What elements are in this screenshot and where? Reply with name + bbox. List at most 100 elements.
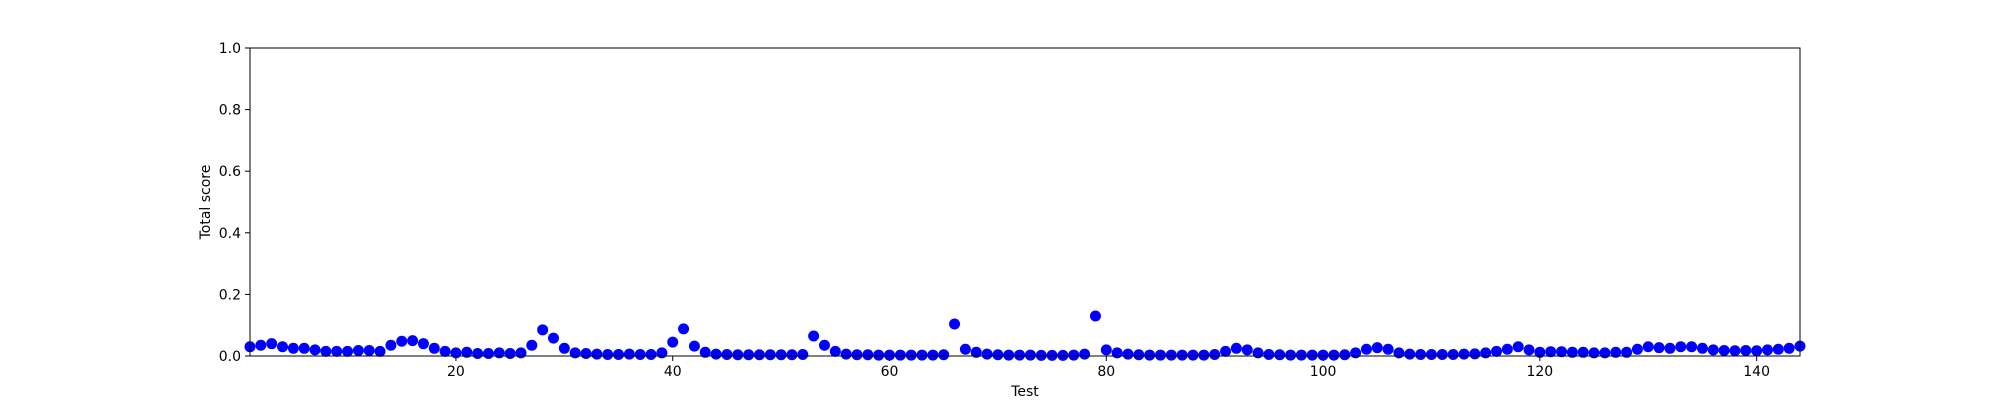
data-point (732, 349, 744, 361)
data-point (905, 349, 917, 361)
data-point (1718, 344, 1730, 356)
data-point (1046, 349, 1058, 361)
data-point (1198, 349, 1210, 361)
data-point (526, 339, 538, 351)
data-point (1447, 348, 1459, 360)
data-point (1317, 349, 1329, 361)
data-point (1599, 347, 1611, 359)
y-axis: 0.0 0.2 0.4 0.6 0.8 1.0 (219, 41, 250, 365)
data-point (417, 338, 429, 350)
x-tick-label: 60 (881, 364, 899, 380)
data-point (634, 348, 646, 360)
x-tick-label: 80 (1097, 364, 1115, 380)
data-point (1425, 348, 1437, 360)
y-tick-label: 0.2 (219, 287, 241, 303)
data-point (493, 347, 505, 359)
data-point (645, 348, 657, 360)
data-point (428, 342, 440, 354)
data-point (602, 348, 614, 360)
data-point (1220, 345, 1232, 357)
data-points (244, 310, 1806, 361)
data-point (1458, 348, 1470, 360)
data-point (320, 345, 332, 357)
data-point (1360, 343, 1372, 355)
data-point (764, 349, 776, 361)
y-tick-label: 1.0 (219, 41, 241, 57)
data-point (667, 336, 679, 348)
data-point (1209, 348, 1221, 360)
data-point (1707, 344, 1719, 356)
data-point (439, 345, 451, 357)
data-point (1761, 344, 1773, 356)
data-point (1501, 343, 1513, 355)
data-point (1035, 349, 1047, 361)
data-point (938, 349, 950, 361)
data-point (721, 348, 733, 360)
data-point (1014, 349, 1026, 361)
data-point (558, 342, 570, 354)
data-point (1133, 349, 1145, 361)
data-point (1577, 346, 1589, 358)
data-point (1696, 342, 1708, 354)
data-point (808, 330, 820, 342)
data-point (1339, 349, 1351, 361)
data-point (309, 344, 321, 356)
data-point (591, 348, 603, 360)
data-point (656, 347, 668, 359)
data-point (342, 345, 354, 357)
y-axis-label: Total score (198, 165, 214, 241)
x-axis: 20 40 60 80 100 120 140 (447, 356, 1770, 380)
data-point (331, 345, 343, 357)
data-point (927, 349, 939, 361)
data-point (1566, 346, 1578, 358)
data-point (1024, 349, 1036, 361)
data-point (678, 323, 690, 335)
data-point (1079, 348, 1091, 360)
plot-frame (249, 47, 1801, 357)
x-tick-label: 40 (664, 364, 682, 380)
data-point (1274, 349, 1286, 361)
data-point (894, 349, 906, 361)
data-point (959, 343, 971, 355)
data-point (1556, 346, 1568, 358)
data-point (818, 339, 830, 351)
data-point (1068, 349, 1080, 361)
data-point (851, 349, 863, 361)
y-tick-label: 0.6 (219, 164, 241, 180)
data-point (1057, 349, 1069, 361)
data-point (743, 349, 755, 361)
data-point (1588, 347, 1600, 359)
data-point (613, 348, 625, 360)
data-point (1512, 341, 1524, 353)
data-point (1100, 344, 1112, 356)
data-point (970, 346, 982, 358)
y-tick-label: 0.0 (219, 349, 241, 365)
data-point (255, 339, 267, 351)
data-point (1772, 343, 1784, 355)
data-point (1263, 348, 1275, 360)
data-point (1480, 347, 1492, 359)
data-point (623, 348, 635, 360)
data-point (569, 347, 581, 359)
data-point (1393, 347, 1405, 359)
data-point (482, 348, 494, 360)
x-tick-label: 120 (1526, 364, 1553, 380)
data-point (981, 348, 993, 360)
data-point (862, 349, 874, 361)
data-point (515, 347, 527, 359)
data-point (1165, 349, 1177, 361)
data-point (840, 348, 852, 360)
data-point (352, 344, 364, 356)
data-point (797, 348, 809, 360)
data-point (363, 344, 375, 356)
data-point (1371, 342, 1383, 354)
data-point (1089, 310, 1101, 322)
x-tick-label: 100 (1310, 364, 1337, 380)
data-point (1740, 344, 1752, 356)
data-point (699, 346, 711, 358)
data-point (1003, 349, 1015, 361)
y-tick-label: 0.8 (219, 103, 241, 119)
data-point (710, 348, 722, 360)
data-point (753, 349, 765, 361)
